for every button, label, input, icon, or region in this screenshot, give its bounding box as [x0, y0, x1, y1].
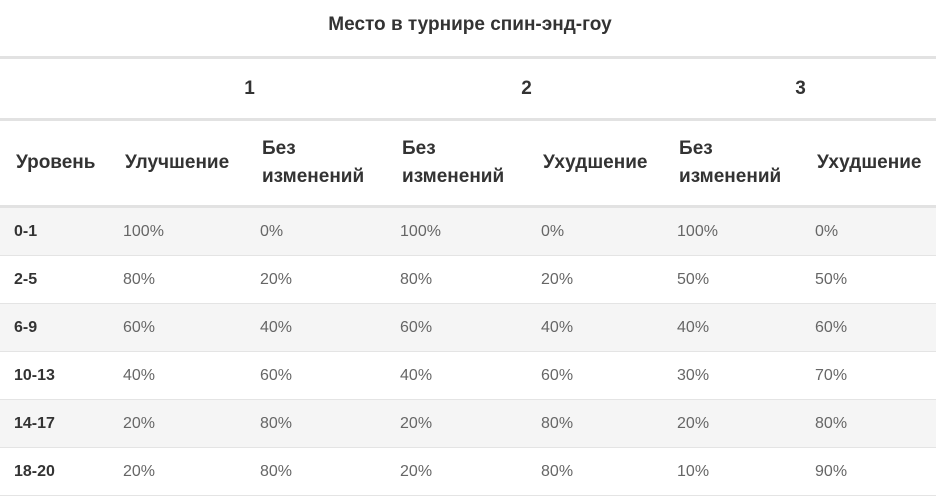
header-no-change-line1: Без — [679, 138, 713, 159]
value-cell: 20% — [111, 399, 248, 448]
value-cell: 40% — [529, 303, 666, 352]
table-row: 14-17 20% 80% 20% 80% 20% 80% — [0, 399, 936, 448]
level-cell: 10-13 — [0, 351, 111, 400]
place-table: 1 2 3 Уровень Улучшение Без изменений Без… — [0, 56, 936, 496]
value-cell: 20% — [665, 399, 804, 448]
header-improve: Улучшение — [111, 118, 248, 208]
value-cell: 30% — [665, 351, 804, 400]
level-cell: 0-1 — [0, 206, 111, 256]
header-worse: Ухудшение — [529, 118, 666, 208]
value-cell: 80% — [388, 255, 530, 304]
place-header-blank — [0, 56, 111, 120]
value-cell: 60% — [248, 351, 389, 400]
value-cell: 0% — [803, 206, 936, 256]
value-cell: 80% — [529, 399, 666, 448]
value-cell: 100% — [111, 206, 248, 256]
value-cell: 0% — [529, 206, 666, 256]
table-row: 0-1 100% 0% 100% 0% 100% 0% — [0, 206, 936, 256]
value-cell: 100% — [665, 206, 804, 256]
value-cell: 20% — [248, 255, 389, 304]
header-no-change-line2: изменений — [679, 166, 782, 187]
value-cell: 20% — [388, 399, 530, 448]
value-cell: 10% — [665, 447, 804, 496]
value-cell: 40% — [248, 303, 389, 352]
header-no-change-line2: изменений — [402, 166, 505, 187]
header-no-change-line1: Без — [402, 138, 436, 159]
value-cell: 90% — [803, 447, 936, 496]
value-cell: 80% — [248, 399, 389, 448]
table-row: 18-20 20% 80% 20% 80% 10% 90% — [0, 447, 936, 496]
table-row: 10-13 40% 60% 40% 60% 30% 70% — [0, 351, 936, 400]
value-cell: 100% — [388, 206, 530, 256]
value-cell: 40% — [665, 303, 804, 352]
header-worse: Ухудшение — [803, 118, 936, 208]
level-cell: 14-17 — [0, 399, 111, 448]
value-cell: 80% — [803, 399, 936, 448]
level-cell: 2-5 — [0, 255, 111, 304]
value-cell: 0% — [248, 206, 389, 256]
level-cell: 18-20 — [0, 447, 111, 496]
value-cell: 80% — [529, 447, 666, 496]
value-cell: 20% — [529, 255, 666, 304]
level-cell: 6-9 — [0, 303, 111, 352]
value-cell: 20% — [388, 447, 530, 496]
value-cell: 40% — [111, 351, 248, 400]
place-header-row: 1 2 3 — [0, 56, 936, 120]
header-no-change: Без изменений — [665, 118, 804, 208]
table-row: 2-5 80% 20% 80% 20% 50% 50% — [0, 255, 936, 304]
header-no-change: Без изменений — [388, 118, 530, 208]
value-cell: 50% — [665, 255, 804, 304]
value-cell: 60% — [803, 303, 936, 352]
value-cell: 60% — [388, 303, 530, 352]
place-header-2: 2 — [388, 56, 666, 120]
header-no-change-line1: Без — [262, 138, 296, 159]
value-cell: 20% — [111, 447, 248, 496]
value-cell: 50% — [803, 255, 936, 304]
value-cell: 70% — [803, 351, 936, 400]
header-no-change-line2: изменений — [262, 166, 365, 187]
header-level: Уровень — [0, 118, 111, 208]
table-row: 6-9 60% 40% 60% 40% 40% 60% — [0, 303, 936, 352]
place-header-3: 3 — [665, 56, 936, 120]
header-no-change: Без изменений — [248, 118, 389, 208]
value-cell: 40% — [388, 351, 530, 400]
value-cell: 60% — [529, 351, 666, 400]
column-header-row: Уровень Улучшение Без изменений Без измене… — [0, 118, 936, 208]
value-cell: 80% — [248, 447, 389, 496]
value-cell: 60% — [111, 303, 248, 352]
place-header-1: 1 — [111, 56, 389, 120]
table-title: Место в турнире спин-энд-гоу — [328, 14, 612, 35]
value-cell: 80% — [111, 255, 248, 304]
